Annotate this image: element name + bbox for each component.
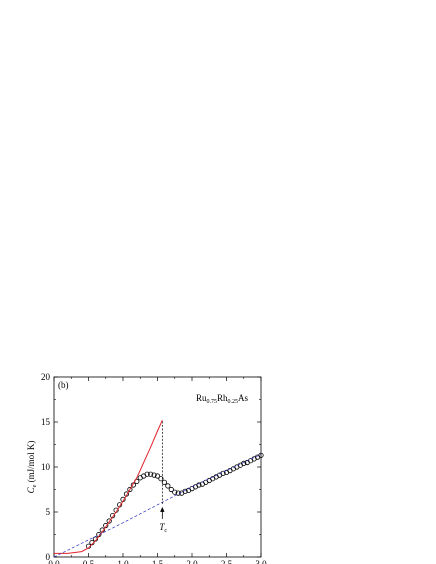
fit-line [54,419,163,554]
y-axis-label-part: (mJ/mol K) [26,441,36,485]
annotation-part: Rh [217,393,228,403]
panel-label: (b) [58,380,69,390]
annotation-part: 0.25 [228,399,239,405]
y-axis-label-part: C [26,486,36,493]
tc-label-part: T [159,522,165,532]
y-tick-label: 10 [41,462,51,472]
fit-dashed-line [53,454,262,558]
x-tick-label: 2.0 [186,559,198,564]
data-point [168,486,174,493]
data-point [151,472,157,478]
x-tick-label: 2.5 [221,559,233,564]
y-tick-label: 5 [46,507,51,517]
annotation: Ru0.75Rh0.25As [196,393,249,405]
annotation-part: Ru [196,393,207,403]
x-tick-label: 1.5 [152,559,164,564]
y-tick-label: 20 [41,372,51,382]
x-tick-label: 0.0 [48,559,60,564]
data-point [172,489,178,495]
annotation-part: 0.75 [207,399,218,405]
annotation-part: As [238,393,248,403]
data-point [127,486,133,493]
data-point [258,452,264,458]
x-tick-label: 1.0 [117,559,129,564]
tc-arrow-head [160,506,165,512]
data-point [161,479,167,485]
tc-label-part: c [164,528,167,534]
data-point [241,460,247,466]
data-point [106,518,112,524]
y-axis-label-part: e [32,484,38,487]
data-point [165,483,171,489]
y-axis-label: Ce (mJ/mol K) [26,441,38,494]
tc-label: Tc [159,522,167,534]
data-point [148,471,154,477]
y-tick-label: 0 [46,552,51,562]
x-tick-label: 3.0 [255,559,267,564]
data-point [154,473,161,479]
data-point [196,482,202,488]
y-tick-label: 15 [41,417,51,427]
data-point [158,476,164,482]
data-point [182,488,188,494]
data-point [144,471,150,477]
x-tick-label: 0.5 [83,559,95,564]
